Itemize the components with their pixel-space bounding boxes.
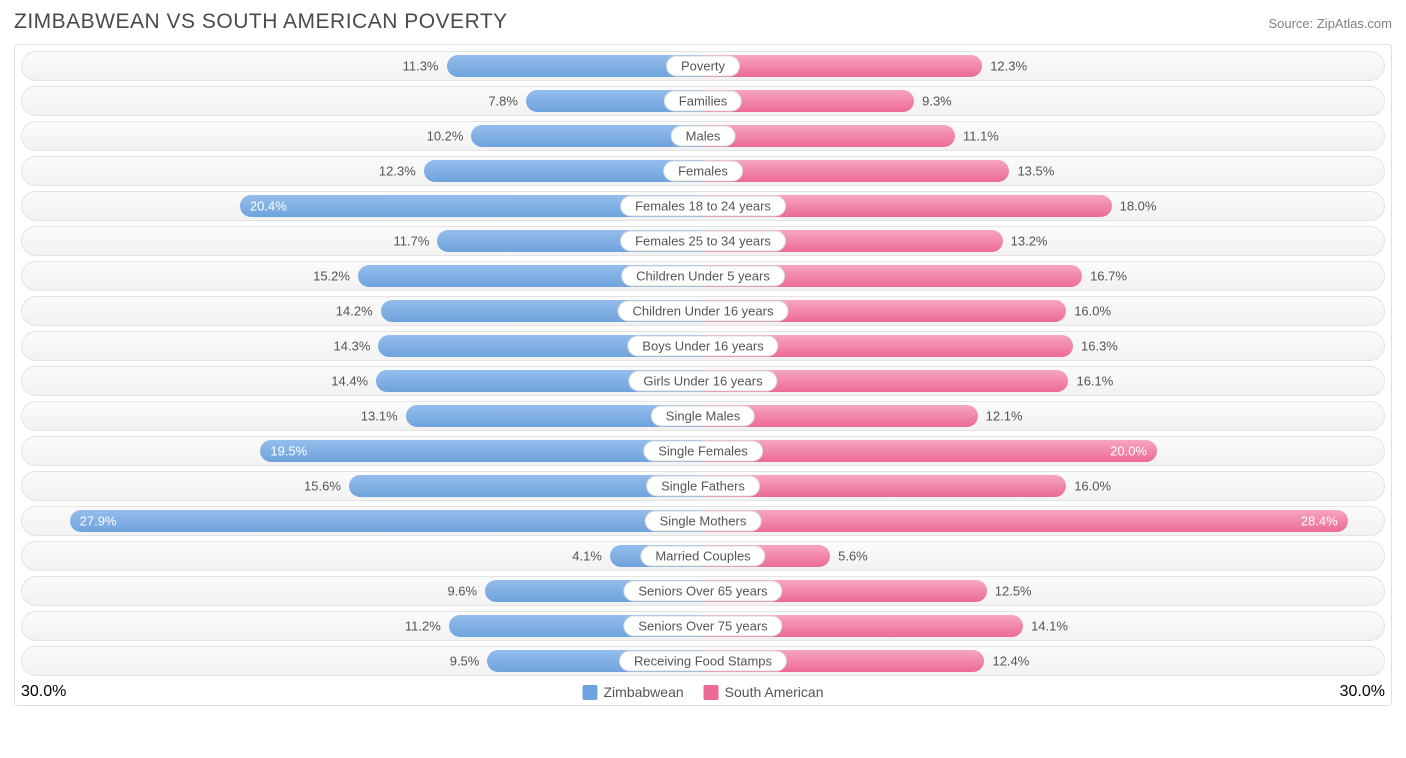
value-label-right: 12.3% <box>982 59 1027 74</box>
chart-row: 4.1% 5.6% Married Couples <box>21 541 1385 571</box>
value-label-left: 12.3% <box>379 164 424 179</box>
value-label-left: 15.6% <box>304 479 349 494</box>
chart-area: 11.3%12.3%Poverty7.8%9.3%Families10.2%11… <box>14 44 1392 706</box>
bar-right: 20.0% <box>703 440 1157 462</box>
value-label-right: 13.5% <box>1009 164 1054 179</box>
category-label: Children Under 16 years <box>618 301 789 322</box>
axis-max-left: 30.0% <box>21 683 66 701</box>
category-label: Poverty <box>666 56 740 77</box>
value-label-right: 16.1% <box>1068 374 1113 389</box>
value-label-left: 11.3% <box>403 59 447 74</box>
bar-left: 12.3% <box>424 160 703 182</box>
bar-left: 27.9% <box>70 510 703 532</box>
value-label-left: 9.6% <box>447 584 485 599</box>
chart-row: 11.2% 14.1% Seniors Over 75 years <box>21 611 1385 641</box>
legend: Zimbabwean South American <box>583 684 824 700</box>
chart-source: Source: ZipAtlas.com <box>1268 16 1392 31</box>
bar-right: 11.1% <box>703 125 955 147</box>
category-label: Single Mothers <box>645 511 762 532</box>
value-label-right: 28.4% <box>1301 514 1338 529</box>
chart-row: 14.2% 16.0% Children Under 16 years <box>21 296 1385 326</box>
legend-item-left: Zimbabwean <box>583 684 684 700</box>
value-label-right: 9.3% <box>914 94 952 109</box>
chart-row: 12.3%13.5%Females <box>21 156 1385 186</box>
category-label: Seniors Over 75 years <box>623 616 782 637</box>
category-label: Males <box>671 126 736 147</box>
chart-row: 19.5% 20.0% Single Females <box>21 436 1385 466</box>
value-label-left: 14.2% <box>336 304 381 319</box>
chart-row: 20.4% 18.0% Females 18 to 24 years <box>21 191 1385 221</box>
bar-right: 12.3% <box>703 55 982 77</box>
axis-max-right: 30.0% <box>1340 683 1385 701</box>
legend-swatch-right <box>704 685 719 700</box>
chart-row: 13.1% 12.1% Single Males <box>21 401 1385 431</box>
source-name: ZipAtlas.com <box>1317 16 1392 31</box>
chart-title: ZIMBABWEAN VS SOUTH AMERICAN POVERTY <box>14 10 508 34</box>
value-label-left: 27.9% <box>80 514 117 529</box>
category-label: Single Females <box>643 441 763 462</box>
value-label-right: 12.4% <box>984 654 1029 669</box>
bar-left: 10.2% <box>471 125 703 147</box>
category-label: Seniors Over 65 years <box>623 581 782 602</box>
category-label: Boys Under 16 years <box>627 336 778 357</box>
category-label: Single Fathers <box>646 476 760 497</box>
chart-header: ZIMBABWEAN VS SOUTH AMERICAN POVERTY Sou… <box>14 10 1392 34</box>
bar-right: 28.4% <box>703 510 1348 532</box>
chart-row: 7.8% 9.3% Families <box>21 86 1385 116</box>
source-prefix: Source: <box>1268 16 1316 31</box>
bar-right: 13.5% <box>703 160 1009 182</box>
value-label-left: 14.3% <box>334 339 379 354</box>
category-label: Girls Under 16 years <box>628 371 777 392</box>
category-label: Females <box>663 161 743 182</box>
value-label-left: 9.5% <box>450 654 488 669</box>
value-label-left: 13.1% <box>361 409 406 424</box>
bar-left: 19.5% <box>260 440 703 462</box>
category-label: Receiving Food Stamps <box>619 651 787 672</box>
legend-swatch-left <box>583 685 598 700</box>
rows-container: 11.3%12.3%Poverty7.8%9.3%Families10.2%11… <box>21 51 1385 676</box>
value-label-right: 5.6% <box>830 549 868 564</box>
chart-row: 27.9% 28.4% Single Mothers <box>21 506 1385 536</box>
value-label-right: 16.0% <box>1066 304 1111 319</box>
value-label-right: 12.5% <box>987 584 1032 599</box>
value-label-right: 18.0% <box>1112 199 1157 214</box>
chart-row: 11.3%12.3%Poverty <box>21 51 1385 81</box>
category-label: Females 18 to 24 years <box>620 196 786 217</box>
value-label-right: 20.0% <box>1110 444 1147 459</box>
chart-row: 9.5% 12.4% Receiving Food Stamps <box>21 646 1385 676</box>
chart-row: 9.6% 12.5% Seniors Over 65 years <box>21 576 1385 606</box>
value-label-right: 11.1% <box>955 129 999 144</box>
value-label-left: 15.2% <box>313 269 358 284</box>
value-label-left: 19.5% <box>270 444 307 459</box>
chart-row: 14.4% 16.1% Girls Under 16 years <box>21 366 1385 396</box>
chart-row: 14.3% 16.3% Boys Under 16 years <box>21 331 1385 361</box>
category-label: Married Couples <box>640 546 765 567</box>
chart-row: 15.6% 16.0% Single Fathers <box>21 471 1385 501</box>
value-label-left: 10.2% <box>427 129 472 144</box>
bar-left: 11.3% <box>447 55 704 77</box>
value-label-right: 16.0% <box>1066 479 1111 494</box>
value-label-right: 13.2% <box>1003 234 1048 249</box>
value-label-right: 16.3% <box>1073 339 1118 354</box>
legend-item-right: South American <box>704 684 824 700</box>
chart-row: 10.2%11.1%Males <box>21 121 1385 151</box>
value-label-left: 20.4% <box>250 199 287 214</box>
value-label-left: 14.4% <box>331 374 376 389</box>
legend-label-right: South American <box>725 684 824 700</box>
chart-row: 11.7% 13.2% Females 25 to 34 years <box>21 226 1385 256</box>
value-label-left: 11.2% <box>405 619 449 634</box>
chart-row: 15.2% 16.7% Children Under 5 years <box>21 261 1385 291</box>
value-label-left: 11.7% <box>394 234 438 249</box>
value-label-left: 7.8% <box>488 94 526 109</box>
category-label: Single Males <box>651 406 755 427</box>
value-label-right: 14.1% <box>1023 619 1068 634</box>
category-label: Families <box>664 91 742 112</box>
category-label: Children Under 5 years <box>621 266 785 287</box>
legend-label-left: Zimbabwean <box>604 684 684 700</box>
category-label: Females 25 to 34 years <box>620 231 786 252</box>
value-label-right: 16.7% <box>1082 269 1127 284</box>
value-label-left: 4.1% <box>572 549 610 564</box>
value-label-right: 12.1% <box>978 409 1023 424</box>
chart-footer: 30.0% Zimbabwean South American 30.0% <box>21 681 1385 703</box>
